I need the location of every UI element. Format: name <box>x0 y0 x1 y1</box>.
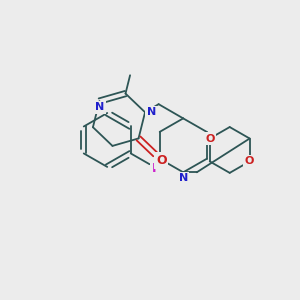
Text: O: O <box>245 156 254 167</box>
Text: F: F <box>152 162 160 175</box>
Text: N: N <box>178 173 188 184</box>
Text: O: O <box>205 134 214 143</box>
Text: N: N <box>147 107 156 117</box>
Text: O: O <box>156 154 166 167</box>
Text: N: N <box>95 102 104 112</box>
